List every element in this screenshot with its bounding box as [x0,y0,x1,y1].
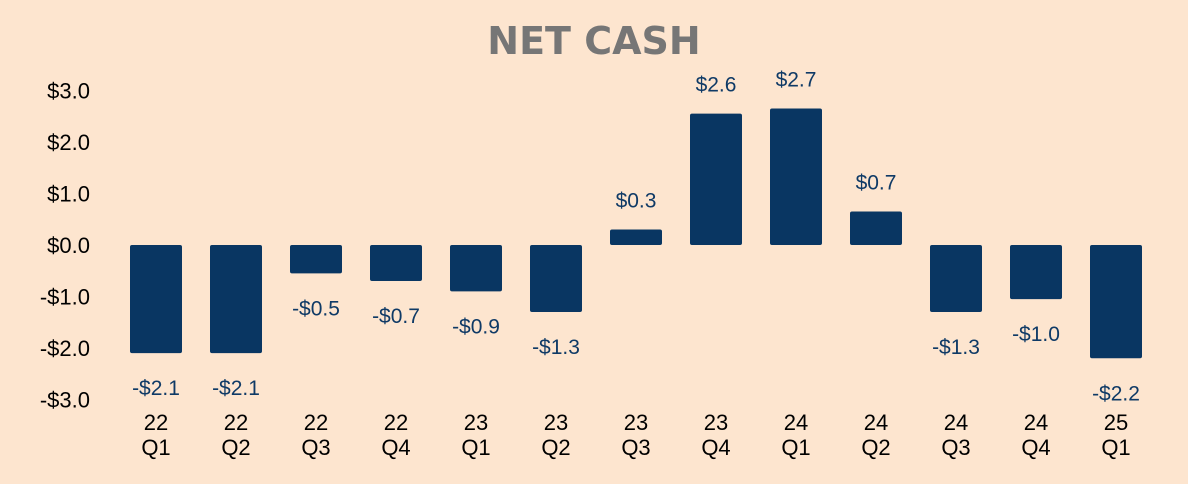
x-axis: 22 Q1 22 Q2 22 Q3 22 Q4 23 Q1 23 Q2 23 Q3 23 Q4 24 Q1 24 Q2… [141,410,1130,460]
y-tick-label: -$2.0 [40,336,90,361]
y-tick-label: $3.0 [47,79,90,104]
bar-23-q3 [610,229,662,245]
x-tick-label: 24 Q4 [1021,410,1050,460]
y-tick-label: $2.0 [47,130,90,155]
x-tick-label: 22 Q1 [141,410,170,460]
x-tick-label: 25 Q1 [1101,410,1130,460]
data-label: -$2.1 [132,377,180,400]
data-label: -$1.3 [932,336,980,359]
data-label: $2.6 [696,74,737,97]
data-label: $2.7 [776,69,817,92]
x-tick-label: 23 Q1 [461,410,490,460]
y-tick-label: $0.0 [47,233,90,258]
x-tick-label: 22 Q4 [381,410,410,460]
x-tick-label: 23 Q2 [541,410,570,460]
bar-23-q1 [450,245,502,292]
y-tick-label: $1.0 [47,182,90,207]
y-tick-label: -$3.0 [40,388,90,413]
chart-title: NET CASH [487,19,700,63]
bar-22-q1 [130,245,182,354]
data-labels: -$2.1 -$2.1 -$0.5 -$0.7 -$0.9 -$1.3 $0.3 $2.6 $2… [132,69,1140,406]
bar-23-q4 [690,113,742,245]
data-label: -$0.7 [372,305,420,328]
bar-22-q3 [290,245,342,274]
bar-22-q4 [370,245,422,282]
x-tick-label: 23 Q3 [621,410,650,460]
bar-24-q4 [1010,245,1062,300]
y-tick-label: -$1.0 [40,285,90,310]
data-label: -$2.2 [1092,382,1140,405]
x-tick-label: 24 Q1 [781,410,810,460]
data-label: -$0.9 [452,315,500,338]
x-tick-label: 24 Q2 [861,410,890,460]
bar-22-q2 [210,245,262,354]
bar-25-q1 [1090,245,1142,359]
data-label: -$1.0 [1012,323,1060,346]
data-label: $0.3 [616,190,657,213]
y-axis: $3.0 $2.0 $1.0 $0.0 -$1.0 -$2.0 -$3.0 [40,79,90,413]
bars [130,108,1142,359]
x-tick-label: 23 Q4 [701,410,730,460]
x-tick-label: 22 Q3 [301,410,330,460]
data-label: -$0.5 [292,297,340,320]
x-tick-label: 22 Q2 [221,410,250,460]
bar-23-q2 [530,245,582,312]
x-tick-label: 24 Q3 [941,410,970,460]
data-label: $0.7 [856,172,897,195]
bar-24-q3 [930,245,982,312]
bar-24-q2 [850,211,902,245]
bar-24-q1 [770,108,822,246]
data-label: -$2.1 [212,377,260,400]
data-label: -$1.3 [532,336,580,359]
